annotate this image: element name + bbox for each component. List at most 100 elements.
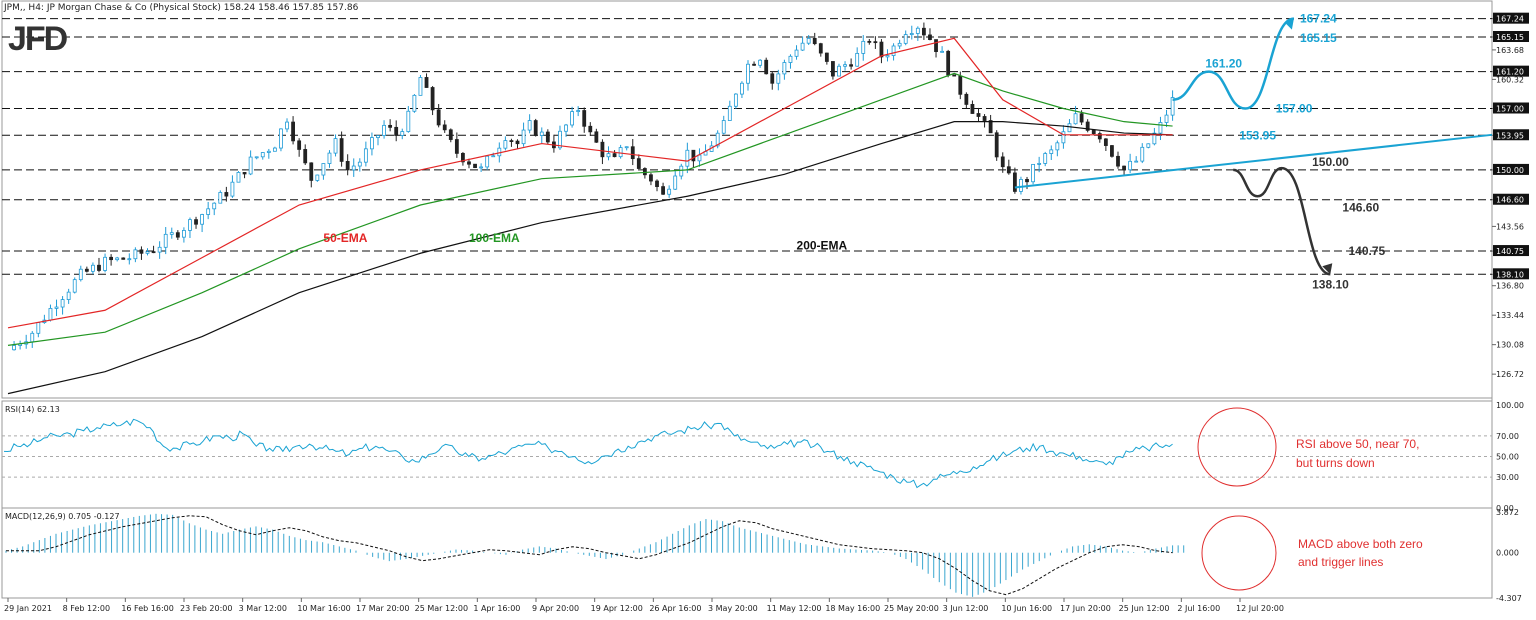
bull-candle bbox=[915, 27, 920, 34]
price-axis-label: 161.20 bbox=[1496, 68, 1524, 77]
bear-candle bbox=[109, 256, 114, 261]
bear-candle bbox=[224, 192, 229, 197]
bear-candle bbox=[582, 110, 587, 127]
time-axis-label: 10 Jun 16:00 bbox=[1001, 604, 1052, 613]
time-axis-label: 8 Feb 12:00 bbox=[63, 604, 110, 613]
bear-candle bbox=[139, 249, 144, 254]
bearish-scenario-path bbox=[1232, 166, 1331, 276]
bull-candle bbox=[800, 42, 805, 51]
price-axis-label: 126.72 bbox=[1496, 370, 1524, 379]
ema100-label: 100-EMA bbox=[469, 231, 520, 245]
bull-candle bbox=[145, 251, 150, 254]
bear-candle bbox=[976, 113, 981, 117]
bear-candle bbox=[873, 41, 878, 44]
bull-candle bbox=[66, 291, 71, 300]
bear-candle bbox=[1103, 138, 1108, 146]
macd-note-line1: MACD above both zero bbox=[1298, 537, 1423, 551]
bear-candle bbox=[818, 43, 823, 54]
bear-candle bbox=[545, 131, 550, 143]
rsi-axis-label: 50.00 bbox=[1496, 453, 1519, 462]
bull-candle bbox=[133, 249, 138, 260]
bear-candle bbox=[982, 116, 987, 121]
price-axis-highlight bbox=[1493, 102, 1529, 114]
bear-candle bbox=[655, 180, 659, 188]
bull-candle bbox=[218, 192, 223, 204]
macd-axis-label: 0.000 bbox=[1496, 549, 1519, 558]
bear-target-label: 140.75 bbox=[1348, 244, 1385, 258]
bear-target-label: 146.60 bbox=[1342, 201, 1379, 215]
bear-candle bbox=[812, 37, 817, 45]
macd-axis-label: -4.307 bbox=[1496, 594, 1522, 603]
bear-candle bbox=[934, 39, 938, 52]
bear-candle bbox=[1025, 179, 1029, 183]
macd-signal-line bbox=[6, 515, 1173, 596]
bull-candle bbox=[685, 149, 690, 167]
bull-candle bbox=[376, 135, 380, 138]
bear-candle bbox=[394, 126, 399, 136]
price-axis-label: 130.08 bbox=[1496, 341, 1524, 350]
bear-candle bbox=[309, 162, 314, 181]
bull-candle bbox=[236, 172, 241, 183]
rsi-note-line2: but turns down bbox=[1296, 456, 1375, 470]
bear-candle bbox=[1097, 133, 1102, 140]
bear-candle bbox=[952, 74, 957, 77]
bull-candle bbox=[746, 63, 750, 84]
bull-candle bbox=[806, 37, 811, 44]
time-axis-label: 12 Jul 20:00 bbox=[1236, 604, 1284, 613]
bull-candle bbox=[485, 155, 490, 168]
bear-candle bbox=[515, 140, 520, 145]
bull-candle bbox=[897, 42, 902, 47]
price-axis-label: 146.60 bbox=[1496, 196, 1524, 205]
price-axis-highlight bbox=[1493, 163, 1529, 175]
bull-candle bbox=[363, 148, 368, 163]
bear-candle bbox=[636, 158, 641, 169]
bear-candle bbox=[649, 174, 653, 182]
bull-candle bbox=[157, 246, 162, 253]
bear-candle bbox=[958, 75, 963, 95]
bull-candle bbox=[1043, 153, 1048, 164]
bull-candle bbox=[370, 137, 374, 150]
bear-candle bbox=[194, 219, 198, 225]
bear-candle bbox=[988, 120, 993, 134]
bull-candle bbox=[30, 332, 35, 343]
bull-candle bbox=[855, 52, 860, 67]
bull-candle bbox=[861, 40, 866, 54]
bull-candle bbox=[558, 130, 562, 149]
macd-highlight-circle bbox=[1201, 515, 1277, 591]
bull-candle bbox=[885, 55, 890, 58]
bull-candle bbox=[182, 230, 186, 238]
bull-candle bbox=[1164, 114, 1169, 123]
price-axis-label: 143.56 bbox=[1496, 222, 1524, 231]
bear-candle bbox=[588, 125, 593, 133]
bull-candle bbox=[1031, 163, 1035, 183]
time-axis-label: 17 Mar 20:00 bbox=[356, 604, 409, 613]
bull-candle bbox=[1019, 179, 1023, 192]
rsi-axis-label: 30.00 bbox=[1496, 473, 1519, 482]
bull-candle bbox=[351, 165, 356, 171]
jfd-logo: JFD bbox=[8, 20, 68, 58]
bull-candle bbox=[1128, 160, 1133, 171]
bear-candle bbox=[1110, 145, 1114, 157]
rsi-highlight-circle bbox=[1197, 407, 1277, 487]
bull-candle bbox=[115, 257, 120, 261]
bull-candle bbox=[891, 45, 896, 56]
bear-candle bbox=[964, 93, 969, 105]
price-axis-label: 153.95 bbox=[1496, 131, 1524, 140]
bull-candle bbox=[697, 154, 702, 162]
bull-candle bbox=[163, 233, 168, 248]
bull-candle bbox=[1152, 132, 1157, 145]
bear-candle bbox=[436, 109, 441, 126]
bull-candle bbox=[667, 188, 672, 195]
bull-candle bbox=[740, 82, 744, 95]
symbol-header: JPM,, H4: JP Morgan Chase & Co (Physical… bbox=[4, 3, 359, 13]
time-axis-label: 16 Feb 16:00 bbox=[121, 604, 173, 613]
bull-candle bbox=[315, 174, 320, 181]
bull-candle bbox=[48, 308, 53, 321]
bull-candle bbox=[576, 110, 581, 113]
rsi-axis-label: 0.00 bbox=[1496, 504, 1514, 513]
bear-candle bbox=[752, 63, 756, 66]
bull-candle bbox=[521, 129, 526, 145]
bear-candle bbox=[339, 138, 344, 162]
bull-candle bbox=[127, 258, 132, 261]
bear-candle bbox=[303, 149, 308, 164]
